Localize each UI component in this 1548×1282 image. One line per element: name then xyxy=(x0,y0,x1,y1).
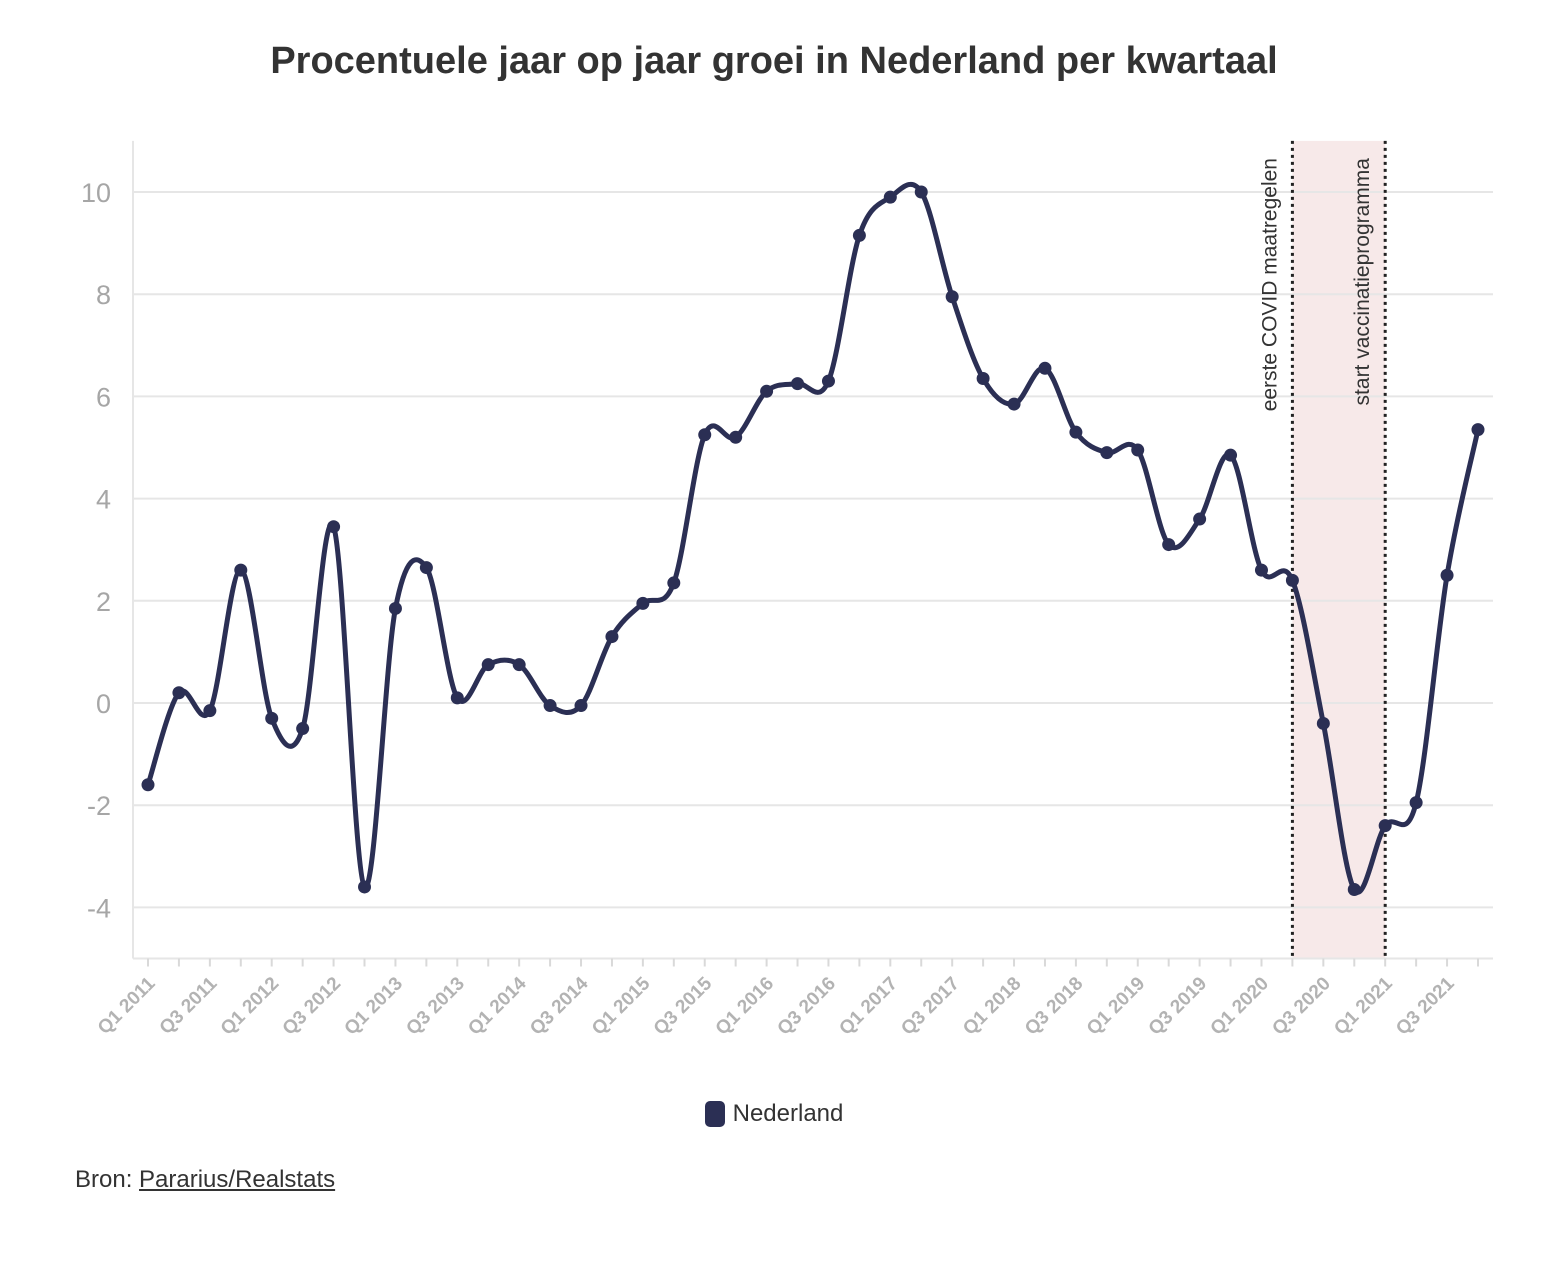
data-point xyxy=(1285,573,1299,587)
source-note: Bron: Pararius/Realstats xyxy=(75,1166,335,1194)
y-tick-label: -2 xyxy=(87,791,111,821)
data-point xyxy=(1378,819,1392,833)
data-point xyxy=(296,722,310,736)
data-point xyxy=(203,704,217,718)
y-tick-label: 2 xyxy=(96,587,111,617)
data-point xyxy=(1440,568,1454,582)
x-tick-label: Q3 2021 xyxy=(1392,973,1459,1040)
x-tick-label: Q1 2015 xyxy=(588,973,655,1040)
x-tick-label: Q1 2020 xyxy=(1207,973,1273,1039)
data-point xyxy=(388,601,402,615)
data-point xyxy=(1409,796,1423,810)
data-point xyxy=(574,699,588,713)
data-point xyxy=(729,430,743,444)
x-tick-label: Q3 2018 xyxy=(1021,973,1087,1039)
chart-title: Procentuele jaar op jaar groei in Nederl… xyxy=(270,40,1278,82)
data-point xyxy=(1224,448,1238,462)
data-point xyxy=(760,384,774,398)
data-point xyxy=(450,691,464,705)
data-point xyxy=(1007,397,1021,411)
x-tick-label: Q1 2016 xyxy=(712,973,778,1039)
x-tick-label: Q3 2019 xyxy=(1145,973,1211,1039)
source-link[interactable]: Pararius/Realstats xyxy=(139,1166,336,1193)
data-point xyxy=(1162,538,1176,552)
data-point xyxy=(1069,425,1083,439)
chart-legend: Nederland xyxy=(0,1100,1548,1128)
data-point xyxy=(481,658,495,672)
source-prefix: Bron: xyxy=(75,1166,140,1193)
y-tick-label: 8 xyxy=(96,280,111,310)
data-point xyxy=(172,686,186,700)
y-tick-label: 4 xyxy=(96,485,111,515)
data-point xyxy=(698,428,712,442)
data-point xyxy=(419,561,433,575)
x-tick-label: Q1 2019 xyxy=(1083,973,1149,1039)
x-tick-label: Q3 2014 xyxy=(526,973,593,1040)
annotation-label: eerste COVID maatregelen xyxy=(1258,158,1281,411)
y-tick-label: 6 xyxy=(96,382,111,412)
data-point xyxy=(1038,361,1052,375)
data-point xyxy=(1254,563,1268,577)
x-tick-label: Q1 2014 xyxy=(464,973,531,1040)
x-tick-label: Q1 2013 xyxy=(341,973,407,1039)
data-point xyxy=(821,374,835,388)
x-tick-label: Q1 2021 xyxy=(1330,973,1397,1040)
data-point xyxy=(234,563,248,577)
data-point xyxy=(976,372,990,386)
x-tick-label: Q3 2013 xyxy=(402,973,468,1039)
y-tick-label: 10 xyxy=(81,178,111,208)
data-point xyxy=(667,576,681,590)
data-point xyxy=(543,699,557,713)
x-tick-label: Q1 2011 xyxy=(94,973,160,1039)
x-tick-label: Q3 2015 xyxy=(650,973,717,1040)
data-point xyxy=(852,228,866,242)
x-tick-label: Q1 2012 xyxy=(217,973,283,1039)
x-tick-label: Q3 2016 xyxy=(774,973,840,1039)
data-point xyxy=(883,190,897,204)
data-point xyxy=(791,377,805,391)
data-point xyxy=(1471,423,1485,437)
data-point xyxy=(945,290,959,304)
data-point xyxy=(265,711,279,725)
data-point xyxy=(914,185,928,199)
data-point xyxy=(327,520,341,534)
data-point xyxy=(141,778,155,792)
x-tick-label: Q1 2018 xyxy=(959,973,1025,1039)
data-point xyxy=(1347,883,1361,897)
data-point xyxy=(358,880,372,894)
annotation-label: start vaccinatieprogramma xyxy=(1351,158,1374,406)
data-point xyxy=(512,658,526,672)
legend-swatch-nederland xyxy=(704,1101,725,1127)
data-point xyxy=(1193,512,1207,526)
x-tick-label: Q3 2020 xyxy=(1268,973,1334,1039)
x-tick-label: Q1 2017 xyxy=(835,973,901,1039)
x-tick-label: Q3 2012 xyxy=(279,973,345,1039)
data-point xyxy=(605,630,619,644)
data-point xyxy=(1131,443,1145,457)
legend-label-nederland: Nederland xyxy=(732,1100,844,1127)
data-point xyxy=(1100,446,1114,460)
y-tick-label: 0 xyxy=(96,689,111,719)
data-point xyxy=(1316,716,1330,730)
x-tick-label: Q3 2011 xyxy=(156,973,222,1039)
x-tick-label: Q3 2017 xyxy=(897,973,963,1039)
y-tick-label: -4 xyxy=(87,893,111,923)
data-point xyxy=(636,596,650,610)
